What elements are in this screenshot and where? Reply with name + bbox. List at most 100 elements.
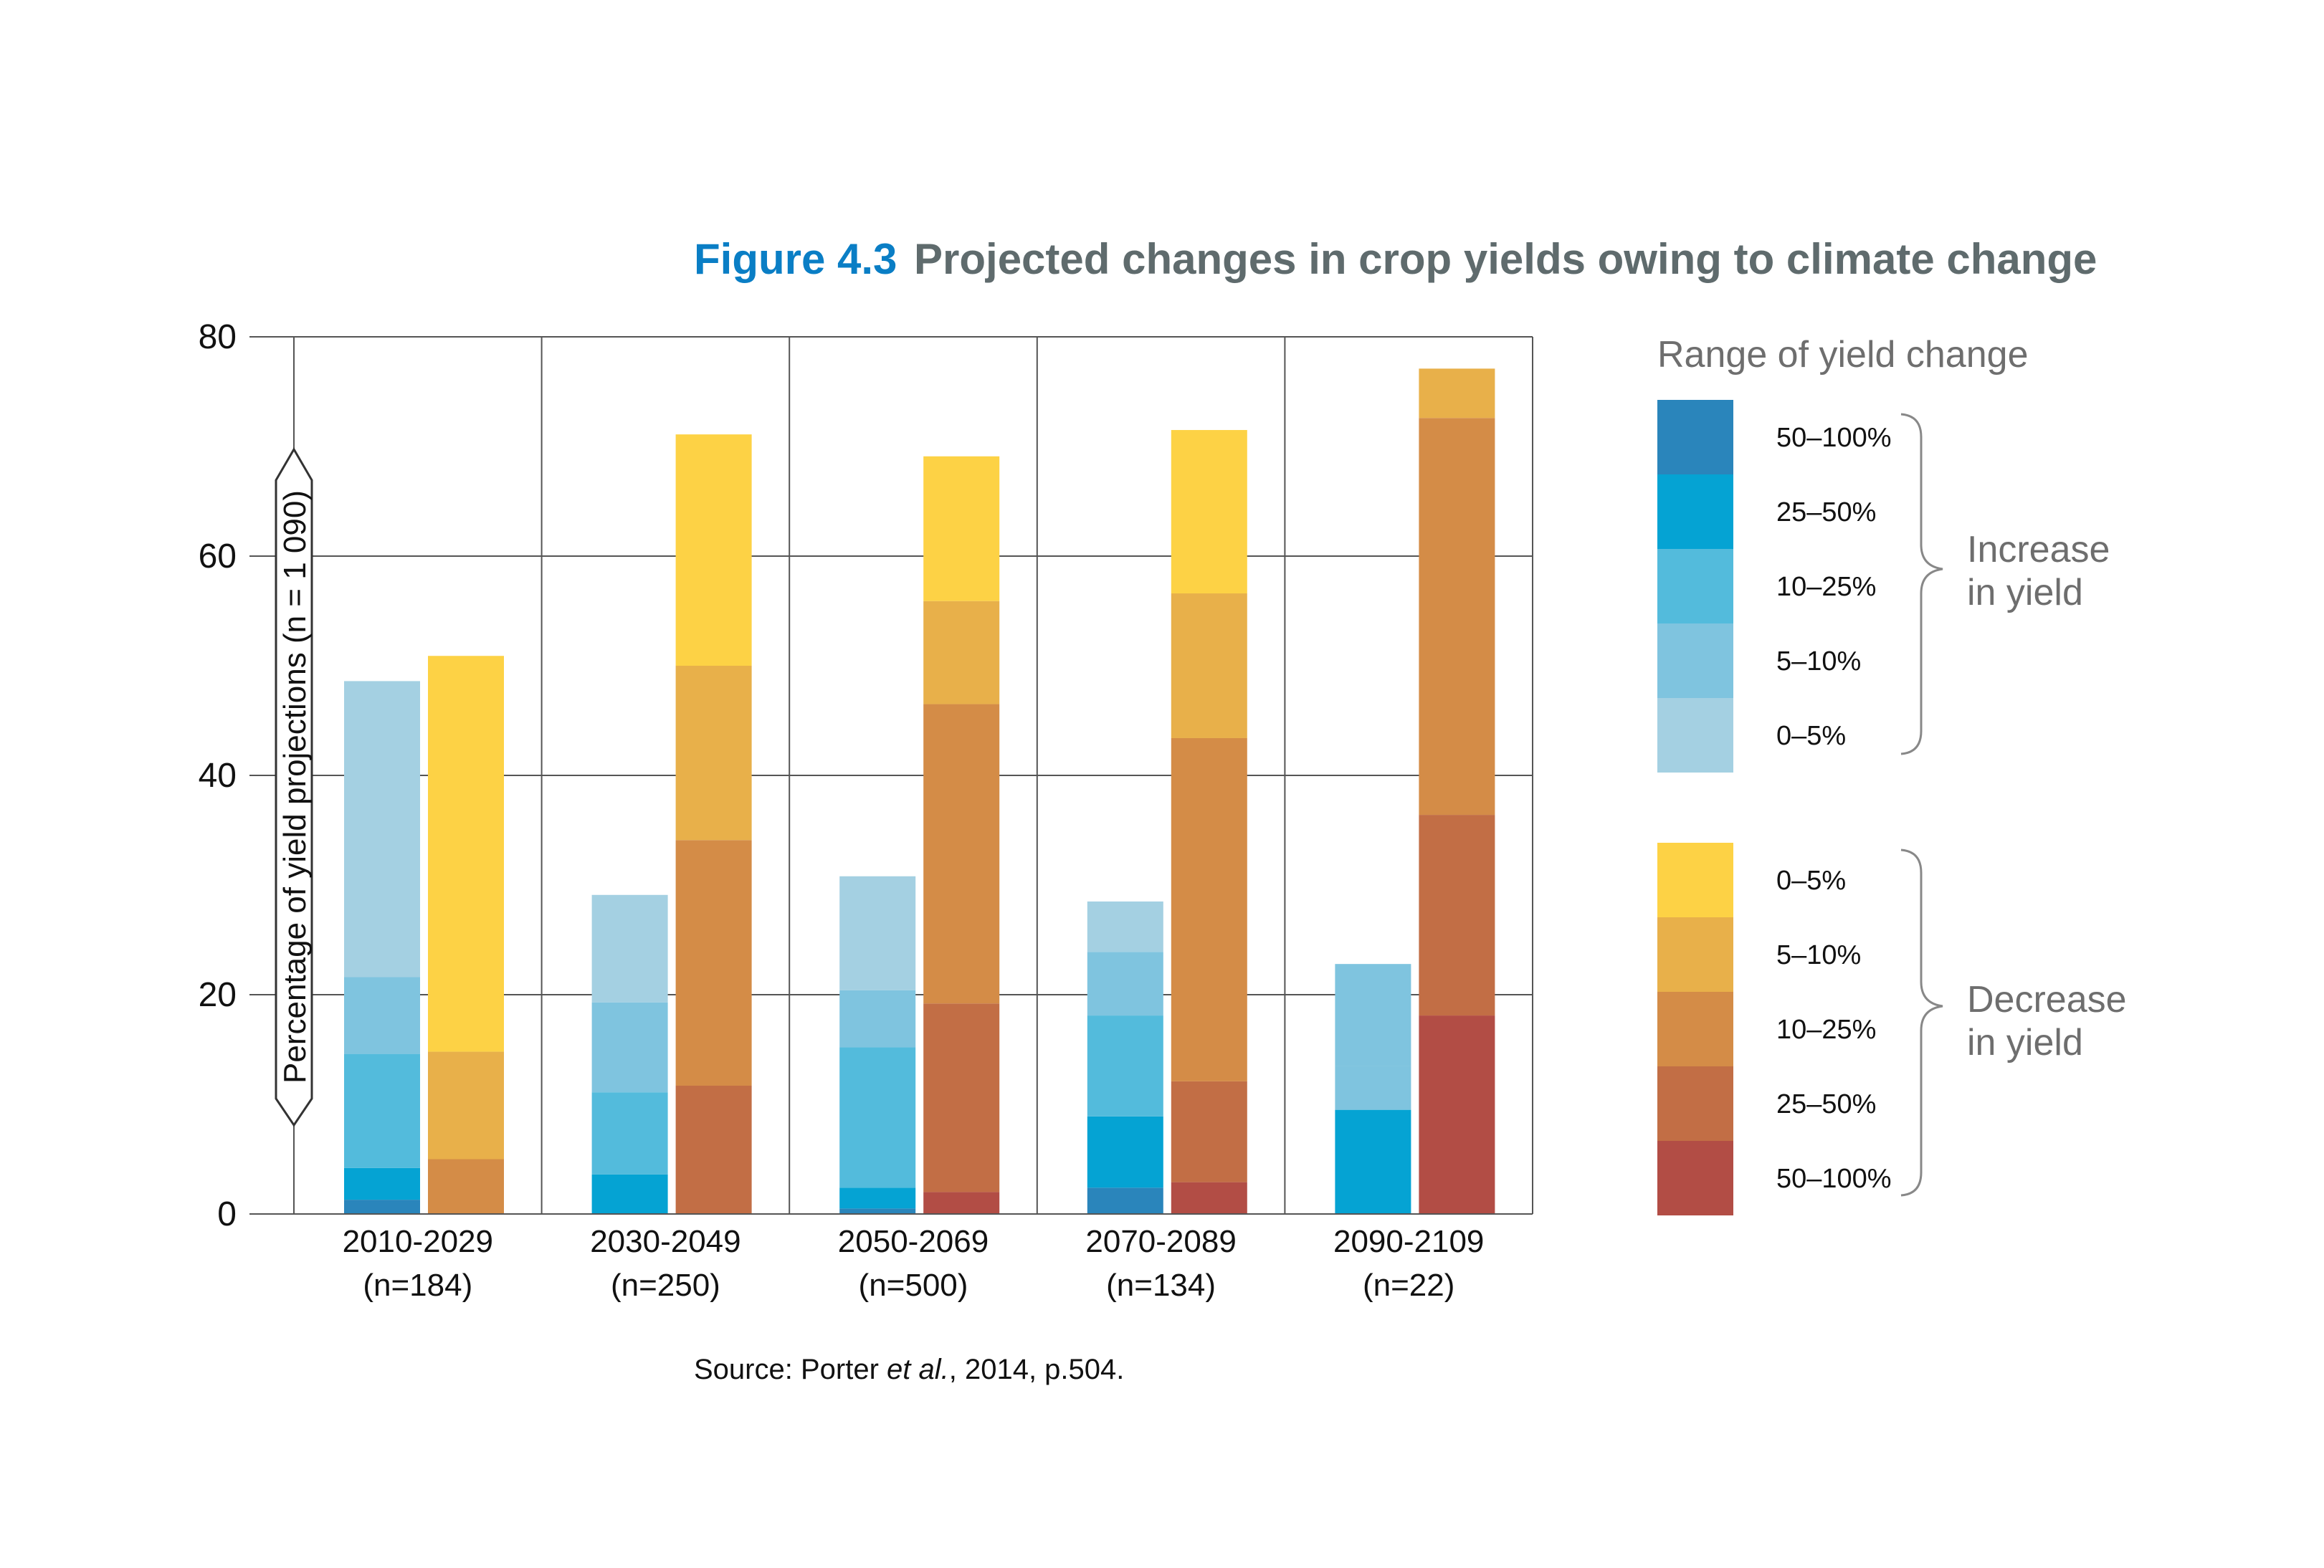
source-suffix: , 2014, p.504. [949,1354,1125,1385]
legend-increase-label: 25–50% [1776,497,1876,527]
bar-increase-segment [344,681,420,977]
bar-increase-segment [839,1047,916,1188]
bar-increase-segment [1335,1109,1411,1214]
y-tick-label: 40 [199,757,237,795]
bar-increase-segment [839,876,916,990]
bar-decrease-segment [1419,815,1495,1016]
source-prefix: Source: Porter [694,1354,887,1385]
bar-increase-segment [839,1208,916,1214]
legend-increase-label: 10–25% [1776,572,1876,602]
increase-brace [1900,413,1943,755]
legend-increase-swatch [1657,698,1733,773]
bar-decrease-segment [923,456,1000,601]
bar-decrease-segment [923,601,1000,704]
legend-decrease-label: 5–10% [1776,940,1861,970]
bar-increase-segment [591,1174,668,1214]
bar-decrease-segment [675,666,752,841]
bar-increase-segment [591,894,668,1003]
decrease-label-line1: Decrease [1967,979,2127,1020]
decrease-brace [1900,848,1943,1197]
x-category-period: 2010-2029 [343,1224,493,1259]
y-tick-label: 80 [199,318,237,356]
y-axis-label: Percentage of yield projections (n = 1 0… [277,490,313,1084]
legend-decrease: 0–5% 5–10% 10–25% 25–50% 50–100% [1657,843,1892,1215]
y-axis-label-group: Percentage of yield projections (n = 1 0… [275,447,313,1127]
figure-number: Figure 4.3 [694,235,897,283]
bar-decrease-segment [1171,430,1247,594]
bar-decrease-segment [428,1051,504,1160]
y-tick-labels: 0 20 40 60 80 [199,318,237,1233]
legend-decrease-swatch [1657,1141,1733,1215]
y-axis-label-arrow-box [275,447,313,1127]
source-italic: et al. [887,1354,949,1385]
legend-increase-label: 0–5% [1776,721,1846,751]
x-category-period: 2050-2069 [838,1224,989,1259]
bar-increase-segment [1335,964,1411,1066]
bar-decrease-segment [923,704,1000,1004]
bar-increase-segment [839,990,916,1048]
bar-increase-segment [591,1002,668,1093]
legend-decrease-label: 0–5% [1776,866,1846,896]
bar-increase-segment [1087,1015,1163,1117]
source-note: Source: Porter et al., 2014, p.504. [694,1354,1124,1385]
x-category-period: 2070-2089 [1085,1224,1236,1259]
y-tick-label: 0 [217,1195,237,1233]
bar-increase-segment [1087,1116,1163,1188]
bar-decrease-segment [1419,418,1495,816]
increase-label-line1: Increase [1967,529,2110,570]
bar-increase-segment [1087,952,1163,1016]
bar-decrease-segment [1171,737,1247,1081]
bar-decrease-segment [1419,368,1495,419]
legend-decrease-swatch [1657,1066,1733,1141]
x-category-count: (n=22) [1363,1268,1454,1303]
x-category-period: 2030-2049 [590,1224,740,1259]
bar-decrease-segment [428,656,504,1052]
x-category-count: (n=250) [611,1268,720,1303]
y-tick-label: 20 [199,976,237,1014]
bar-decrease-segment [675,840,752,1086]
bar-decrease-segment [1419,1015,1495,1214]
x-category-period: 2090-2109 [1333,1224,1484,1259]
bar-increase-segment [344,1200,420,1214]
bar-increase-segment [344,977,420,1054]
bar-increase-segment [591,1092,668,1175]
legend-increase-swatch [1657,400,1733,474]
legend-decrease-label: 10–25% [1776,1015,1876,1045]
legend-increase-label: 5–10% [1776,646,1861,677]
bars [344,368,1495,1214]
legend-title: Range of yield change [1657,334,2029,376]
bar-decrease-segment [923,1003,1000,1192]
legend-decrease-swatch [1657,917,1733,992]
bar-increase-segment [839,1187,916,1209]
increase-label-line2: in yield [1967,572,2083,613]
x-category-count: (n=134) [1106,1268,1216,1303]
legend-decrease-swatch [1657,992,1733,1066]
bar-increase-segment [1087,901,1163,952]
x-category-count: (n=184) [363,1268,472,1303]
legend-decrease-label: 25–50% [1776,1089,1876,1119]
bar-increase-segment [1087,1187,1163,1214]
y-tick-label: 60 [199,537,237,575]
bar-decrease-segment [1171,1081,1247,1182]
bar-decrease-segment [1171,1182,1247,1214]
bar-increase-segment [1335,1066,1411,1110]
decrease-label-line2: in yield [1967,1022,2083,1063]
x-category-count: (n=500) [859,1268,968,1303]
legend-increase-swatch [1657,623,1733,698]
legend-increase-label: 50–100% [1776,423,1892,453]
bar-decrease-segment [923,1192,1000,1214]
bar-increase-segment [344,1053,420,1168]
bar-increase-segment [344,1167,420,1200]
legend-increase-swatch [1657,549,1733,623]
bar-decrease-segment [428,1159,504,1214]
bar-decrease-segment [675,434,752,666]
legend-decrease-label: 50–100% [1776,1164,1892,1194]
legend-increase-swatch [1657,474,1733,549]
bar-decrease-segment [675,1085,752,1214]
x-category-labels: 2010-2029 (n=184) 2030-2049 (n=250) 2050-206… [343,1224,1485,1303]
legend-decrease-swatch [1657,843,1733,917]
chart-title: Projected changes in crop yields owing t… [914,235,2097,283]
legend-increase: 50–100% 25–50% 10–25% 5–10% 0–5% [1657,400,1892,773]
bar-decrease-segment [1171,593,1247,738]
